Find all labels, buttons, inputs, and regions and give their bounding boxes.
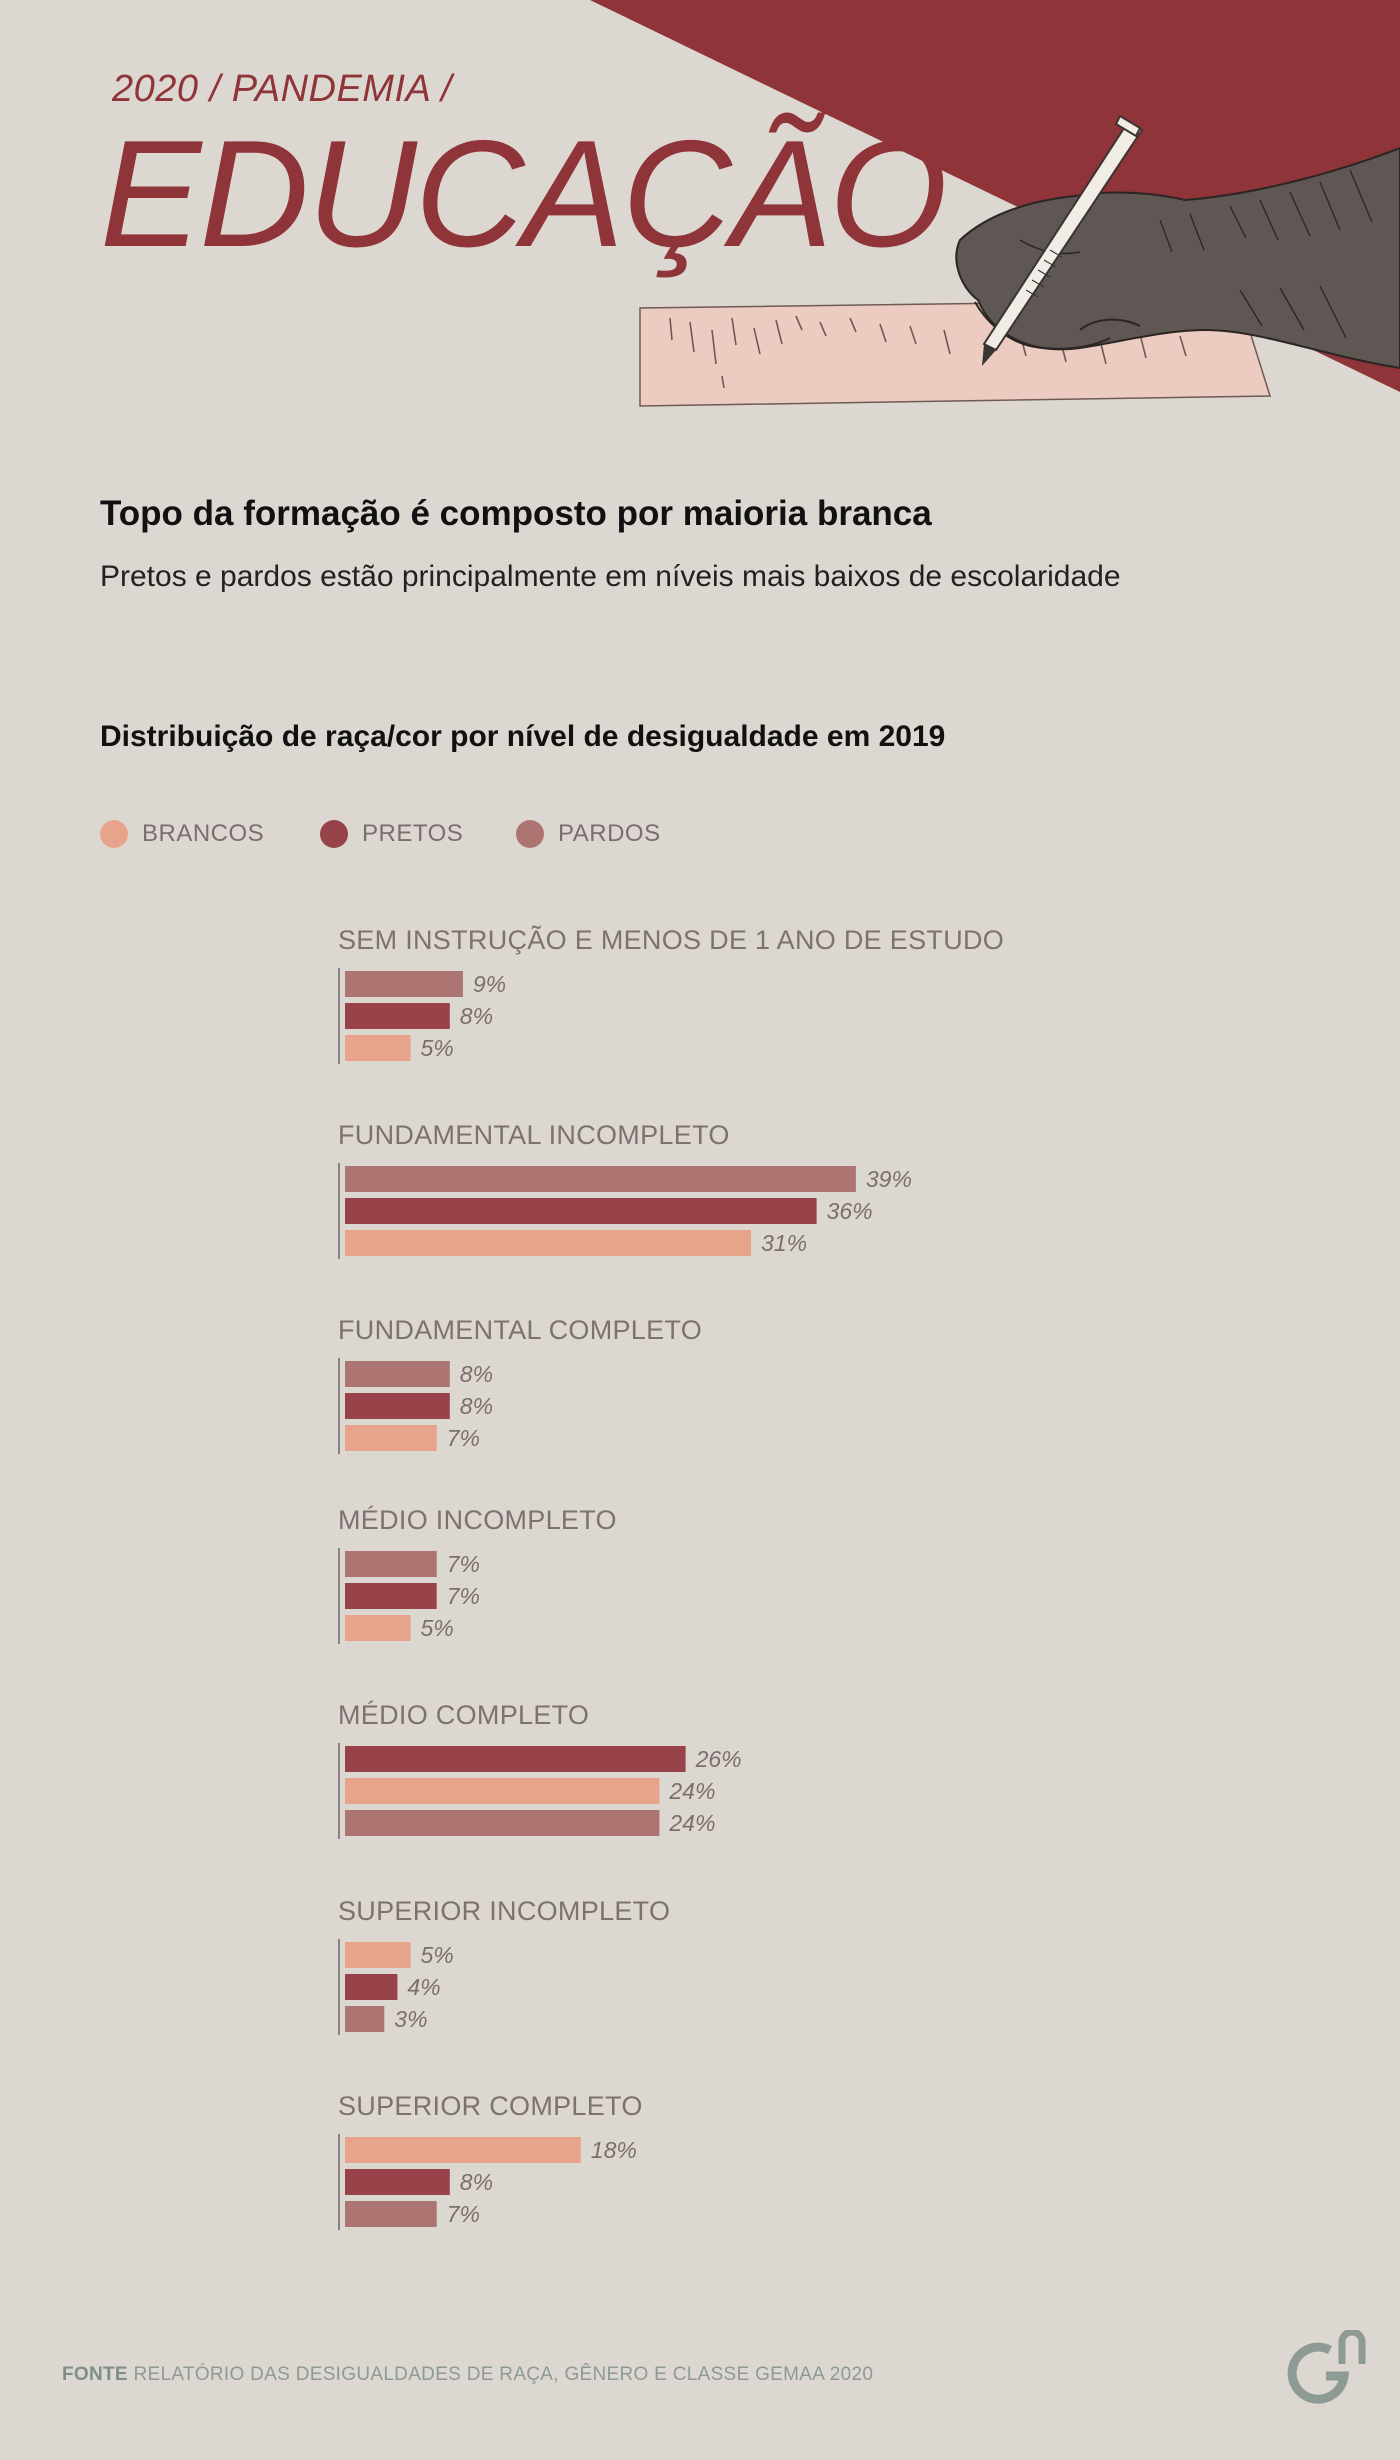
- legend-label-pardos: PARDOS: [558, 820, 661, 847]
- group-label: SUPERIOR COMPLETO: [338, 2091, 643, 2121]
- data-label: 26%: [695, 1746, 742, 1772]
- data-label: 36%: [827, 1198, 873, 1224]
- bar-pardos: [345, 1361, 450, 1387]
- group-label: SUPERIOR INCOMPLETO: [338, 1896, 670, 1926]
- data-label: 7%: [447, 2201, 480, 2227]
- source-note: FONTE RELATÓRIO DAS DESIGUALDADES DE RAÇ…: [62, 2364, 873, 2386]
- bar-brancos: [345, 1942, 411, 1968]
- data-label: 31%: [761, 1230, 807, 1256]
- data-label: 8%: [460, 1003, 493, 1029]
- data-label: 5%: [421, 1942, 454, 1968]
- data-label: 8%: [460, 2169, 493, 2195]
- subheadline: Pretos e pardos estão principalmente em …: [100, 560, 1121, 593]
- bar-pardos: [345, 971, 463, 997]
- data-label: 4%: [407, 1974, 440, 2000]
- source-text: RELATÓRIO DAS DESIGUALDADES DE RAÇA, GÊN…: [133, 2364, 874, 2385]
- bar-pardos: [345, 1166, 856, 1192]
- group-label: MÉDIO INCOMPLETO: [338, 1505, 617, 1535]
- bar-pardos: [345, 1810, 660, 1836]
- legend-item-pretos: PRETOS: [320, 818, 463, 850]
- data-label: 9%: [473, 971, 506, 997]
- legend-label-brancos: BRANCOS: [142, 820, 265, 847]
- headline: Topo da formação é composto por maioria …: [100, 494, 932, 533]
- bar-brancos: [345, 1425, 437, 1451]
- pen: [982, 114, 1144, 366]
- hand-writing-with-pen-illustration: [955, 114, 1400, 370]
- chart-title: Distribuição de raça/cor por nível de de…: [100, 720, 946, 753]
- bar-chart: SEM INSTRUÇÃO E MENOS DE 1 ANO DE ESTUDO…: [338, 924, 1004, 2230]
- bar-pardos: [345, 2006, 385, 2032]
- legend-item-brancos: BRANCOS: [100, 818, 264, 850]
- data-label: 24%: [668, 1810, 715, 1836]
- bar-pretos: [345, 1393, 450, 1419]
- bar-pardos: [345, 1551, 437, 1577]
- data-label: 7%: [447, 1551, 480, 1577]
- page-title: EDUCAÇÃO: [100, 109, 947, 279]
- bar-brancos: [345, 1230, 752, 1256]
- data-label: 5%: [421, 1035, 454, 1061]
- source-label: FONTE: [62, 2364, 128, 2385]
- data-label: 8%: [460, 1361, 493, 1387]
- bar-pretos: [345, 1746, 686, 1772]
- group-label: SEM INSTRUÇÃO E MENOS DE 1 ANO DE ESTUDO: [338, 924, 1004, 955]
- data-label: 5%: [421, 1615, 454, 1641]
- legend-item-pardos: PARDOS: [516, 818, 661, 850]
- group-label: MÉDIO COMPLETO: [338, 1700, 589, 1730]
- data-label: 8%: [460, 1393, 493, 1419]
- data-label: 7%: [447, 1583, 480, 1609]
- legend-dot-pretos: [320, 820, 348, 848]
- data-label: 24%: [668, 1778, 715, 1804]
- header-illustration: [590, 0, 1400, 407]
- bar-brancos: [345, 1615, 411, 1641]
- bar-pretos: [345, 1003, 450, 1029]
- bar-pretos: [345, 1583, 437, 1609]
- legend-label-pretos: PRETOS: [362, 820, 464, 847]
- bar-pardos: [345, 2201, 437, 2227]
- bar-pretos: [345, 2169, 450, 2195]
- data-label: 3%: [394, 2006, 427, 2032]
- legend-dot-brancos: [100, 820, 128, 848]
- kicker: 2020 / PANDEMIA /: [112, 68, 453, 110]
- bar-brancos: [345, 1035, 411, 1061]
- bar-pretos: [345, 1198, 817, 1224]
- bar-brancos: [345, 1778, 660, 1804]
- group-label: FUNDAMENTAL COMPLETO: [338, 1315, 702, 1345]
- data-label: 39%: [866, 1166, 912, 1192]
- data-label: 18%: [591, 2137, 637, 2163]
- gn-logo-icon: [1287, 2330, 1366, 2404]
- bar-brancos: [345, 2137, 581, 2163]
- legend-dot-pardos: [516, 820, 544, 848]
- data-label: 7%: [447, 1425, 480, 1451]
- bar-pretos: [345, 1974, 398, 2000]
- group-label: FUNDAMENTAL INCOMPLETO: [338, 1120, 730, 1150]
